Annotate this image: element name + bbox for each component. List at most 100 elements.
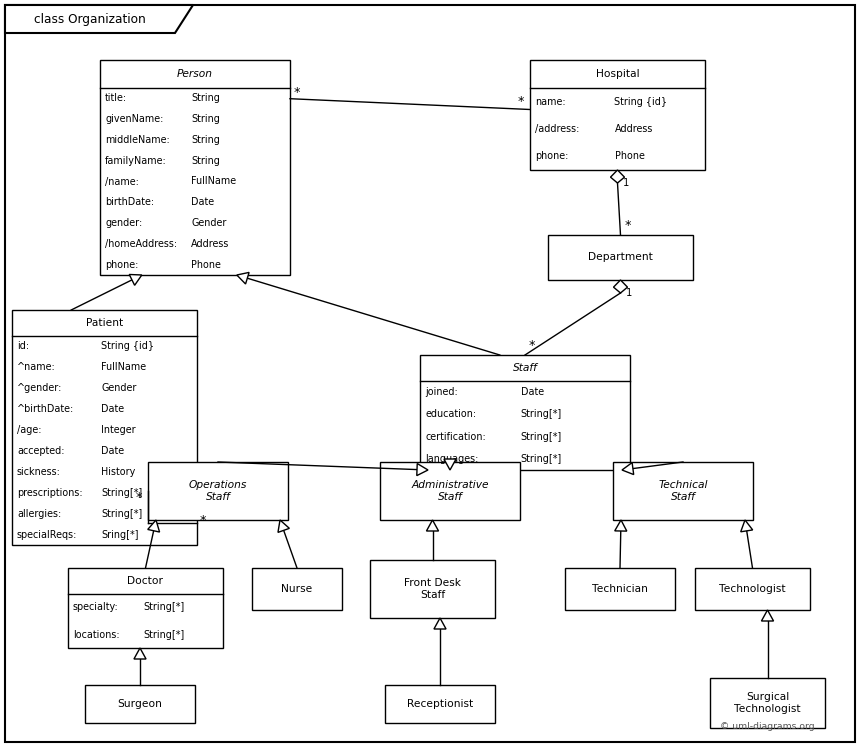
Text: String[*]: String[*] — [144, 603, 185, 613]
Text: middleName:: middleName: — [105, 135, 169, 145]
Text: id:: id: — [17, 341, 29, 351]
Polygon shape — [740, 520, 752, 532]
Bar — [695, 568, 810, 610]
Bar — [530, 60, 705, 170]
Text: Integer: Integer — [101, 425, 136, 435]
Text: Phone: Phone — [192, 260, 221, 270]
Text: prescriptions:: prescriptions: — [17, 488, 83, 498]
Text: allergies:: allergies: — [17, 509, 61, 518]
Text: ^birthDate:: ^birthDate: — [17, 404, 74, 414]
Polygon shape — [444, 459, 456, 470]
Text: ^gender:: ^gender: — [17, 383, 63, 393]
Text: Sring[*]: Sring[*] — [101, 530, 138, 539]
Text: History: History — [101, 467, 136, 477]
Text: *: * — [136, 491, 143, 504]
Text: Department: Department — [588, 252, 653, 262]
Text: String: String — [192, 135, 220, 145]
Polygon shape — [148, 520, 160, 532]
Bar — [420, 355, 630, 470]
Text: Staff: Staff — [513, 363, 538, 373]
Bar — [68, 568, 223, 648]
Text: *: * — [624, 219, 631, 232]
Bar — [100, 60, 290, 275]
Bar — [252, 568, 342, 610]
Text: Receptionist: Receptionist — [407, 699, 473, 709]
Text: Nurse: Nurse — [281, 584, 313, 594]
Polygon shape — [615, 520, 627, 531]
Polygon shape — [134, 648, 146, 659]
Text: String[*]: String[*] — [520, 432, 562, 441]
Text: locations:: locations: — [73, 630, 120, 639]
Bar — [613, 462, 753, 520]
Text: education:: education: — [425, 409, 476, 419]
Text: *: * — [529, 339, 536, 352]
Text: Date: Date — [101, 404, 124, 414]
Bar — [380, 462, 520, 520]
Polygon shape — [5, 5, 193, 33]
Text: Gender: Gender — [192, 218, 227, 228]
Text: joined:: joined: — [425, 387, 458, 397]
Text: Gender: Gender — [101, 383, 137, 393]
Text: languages:: languages: — [425, 454, 478, 464]
Text: String[*]: String[*] — [144, 630, 185, 639]
Polygon shape — [613, 280, 628, 293]
Text: Date: Date — [192, 197, 214, 207]
Polygon shape — [434, 618, 446, 629]
Text: Phone: Phone — [615, 152, 644, 161]
Bar — [85, 685, 195, 723]
Bar — [710, 678, 825, 728]
Text: Person: Person — [177, 69, 213, 79]
Text: *: * — [200, 514, 206, 527]
Text: String[*]: String[*] — [101, 488, 143, 498]
Polygon shape — [237, 273, 249, 284]
Text: specialty:: specialty: — [73, 603, 119, 613]
Text: Date: Date — [520, 387, 544, 397]
Text: title:: title: — [105, 93, 127, 103]
Text: ^name:: ^name: — [17, 362, 56, 372]
Text: Operations
Staff: Operations Staff — [189, 480, 247, 502]
Text: Surgical
Technologist: Surgical Technologist — [734, 692, 801, 714]
Text: Hospital: Hospital — [596, 69, 639, 79]
Text: familyName:: familyName: — [105, 155, 167, 166]
Text: /homeAddress:: /homeAddress: — [105, 239, 177, 249]
Text: givenName:: givenName: — [105, 114, 163, 124]
Text: phone:: phone: — [105, 260, 138, 270]
Bar — [148, 462, 288, 520]
Polygon shape — [622, 462, 634, 474]
Text: Doctor: Doctor — [127, 576, 163, 586]
Bar — [548, 235, 693, 280]
Text: birthDate:: birthDate: — [105, 197, 154, 207]
Text: Front Desk
Staff: Front Desk Staff — [404, 578, 461, 600]
Text: 1: 1 — [623, 178, 629, 188]
Text: /name:: /name: — [105, 176, 138, 187]
Text: name:: name: — [535, 96, 566, 107]
Text: Technician: Technician — [592, 584, 648, 594]
Text: String: String — [192, 114, 220, 124]
Text: Technical
Staff: Technical Staff — [658, 480, 708, 502]
Text: FullName: FullName — [192, 176, 236, 187]
Text: /age:: /age: — [17, 425, 41, 435]
Polygon shape — [611, 170, 624, 183]
Text: Address: Address — [615, 124, 653, 134]
Text: String {id}: String {id} — [615, 96, 667, 107]
Text: *: * — [518, 96, 525, 108]
Bar — [565, 568, 675, 610]
Bar — [385, 685, 495, 723]
Text: class Organization: class Organization — [34, 13, 146, 25]
Text: sickness:: sickness: — [17, 467, 61, 477]
Text: Date: Date — [101, 446, 124, 456]
Polygon shape — [427, 520, 439, 531]
Text: Surgeon: Surgeon — [118, 699, 163, 709]
Text: /address:: /address: — [535, 124, 580, 134]
Text: certification:: certification: — [425, 432, 486, 441]
Text: String[*]: String[*] — [520, 409, 562, 419]
Text: Patient: Patient — [86, 318, 123, 328]
Text: String[*]: String[*] — [520, 454, 562, 464]
Text: accepted:: accepted: — [17, 446, 64, 456]
Bar — [370, 560, 495, 618]
Text: gender:: gender: — [105, 218, 142, 228]
Text: Address: Address — [192, 239, 230, 249]
Polygon shape — [278, 520, 289, 533]
Text: String: String — [192, 155, 220, 166]
Polygon shape — [129, 274, 142, 285]
